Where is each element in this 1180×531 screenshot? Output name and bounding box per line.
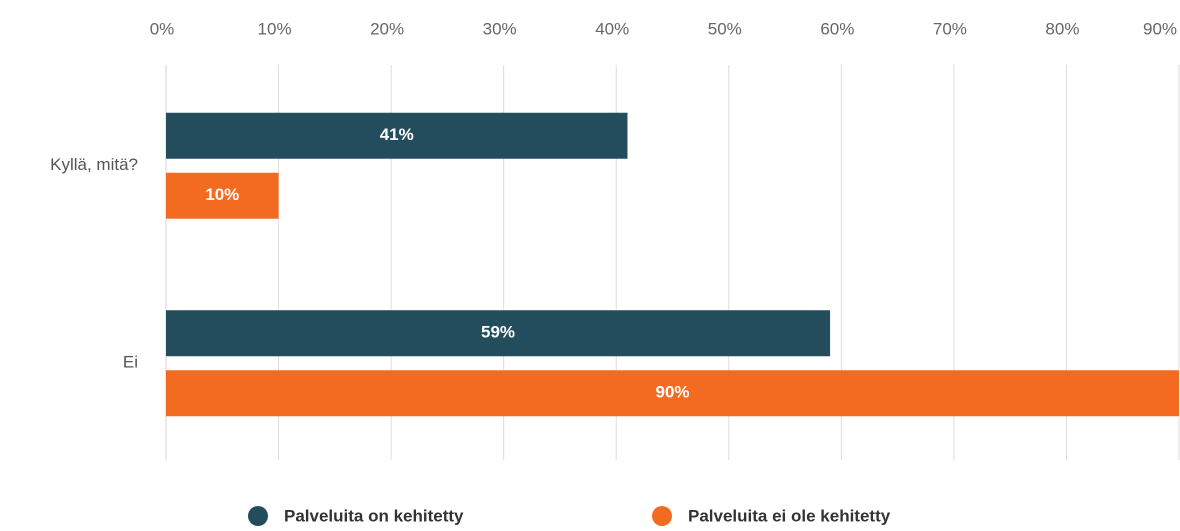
y-tick-label: Kyllä, mitä? [50,155,138,174]
x-tick-label: 70% [933,19,967,38]
x-tick-label: 50% [708,19,742,38]
y-tick-label: Ei [123,353,138,372]
value-label: 59% [481,323,515,342]
legend-label: Palveluita on kehitetty [284,506,464,525]
legend-label: Palveluita ei ole kehitetty [688,506,891,525]
x-tick-label: 40% [595,19,629,38]
value-label: 41% [380,125,414,144]
bar [166,112,628,159]
x-tick-label: 80% [1045,19,1079,38]
bar [166,172,279,219]
bar [166,310,831,357]
x-tick-label: 10% [258,19,292,38]
value-label: 10% [205,185,239,204]
value-label: 90% [655,383,689,402]
x-tick-label: 20% [370,19,404,38]
x-tick-label: 60% [820,19,854,38]
bar [166,370,1179,417]
x-tick-label: 90% [1143,19,1177,38]
x-tick-label: 30% [483,19,517,38]
legend-marker [652,506,672,526]
x-tick-label: 0% [150,19,175,38]
legend-marker [248,506,268,526]
